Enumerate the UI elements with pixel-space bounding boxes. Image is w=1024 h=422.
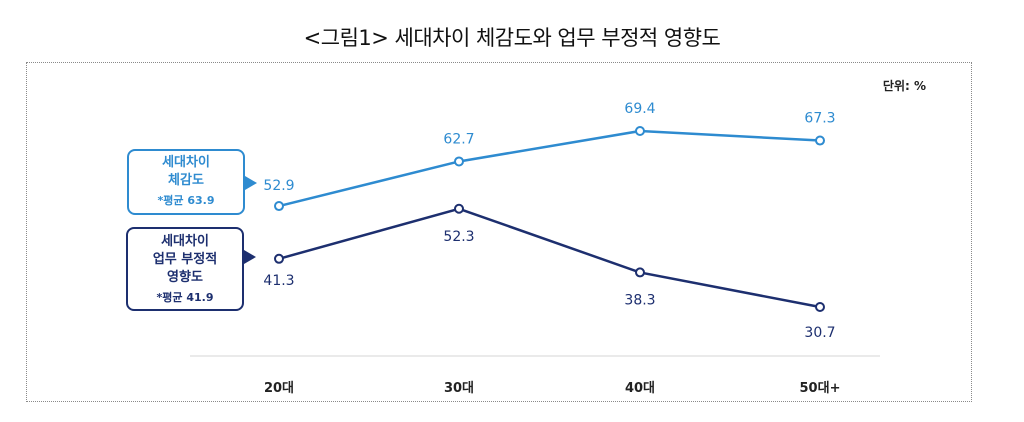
data-point bbox=[274, 201, 284, 212]
data-point bbox=[635, 267, 645, 278]
legend-series-2: 세대차이 업무 부정적 영향도 *평균 41.9 bbox=[126, 227, 244, 311]
data-point bbox=[454, 156, 464, 167]
data-point bbox=[454, 203, 464, 214]
legend-series-2-line1: 세대차이 bbox=[161, 234, 209, 249]
x-tick-label: 30대 bbox=[444, 381, 474, 396]
data-label: 69.4 bbox=[624, 101, 655, 117]
x-tick-label: 50대+ bbox=[800, 381, 841, 396]
chart-title: <그림1> 세대차이 체감도와 업무 부정적 영향도 bbox=[303, 26, 721, 50]
legend-series-1-pointer bbox=[245, 176, 257, 190]
data-label: 67.3 bbox=[804, 111, 835, 127]
legend-series-1: 세대차이 체감도 *평균 63.9 bbox=[127, 149, 245, 215]
series-line-1 bbox=[278, 129, 821, 208]
data-point bbox=[815, 302, 825, 312]
legend-series-1-line1: 세대차이 bbox=[162, 155, 210, 170]
data-label: 52.3 bbox=[443, 229, 474, 245]
legend-series-1-line2: 체감도 bbox=[168, 173, 204, 188]
series-line-2 bbox=[278, 207, 821, 309]
data-label: 41.3 bbox=[263, 273, 294, 289]
legend-series-2-pointer bbox=[244, 250, 256, 264]
data-label: 52.9 bbox=[263, 178, 294, 194]
legend-series-1-average: *평균 63.9 bbox=[157, 194, 215, 207]
x-tick-label: 20대 bbox=[264, 381, 294, 396]
legend-series-2-average: *평균 41.9 bbox=[156, 291, 214, 304]
data-point bbox=[274, 253, 284, 264]
data-label: 30.7 bbox=[804, 325, 835, 341]
x-tick-label: 40대 bbox=[625, 381, 655, 396]
legend-series-2-line2: 업무 부정적 bbox=[152, 252, 218, 267]
data-label: 38.3 bbox=[624, 292, 655, 308]
data-point bbox=[635, 126, 645, 136]
chart-frame bbox=[26, 62, 972, 402]
legend-series-2-line3: 영향도 bbox=[167, 270, 203, 285]
unit-label: 단위: % bbox=[882, 79, 926, 93]
data-point bbox=[815, 135, 825, 146]
data-label: 62.7 bbox=[443, 131, 474, 147]
